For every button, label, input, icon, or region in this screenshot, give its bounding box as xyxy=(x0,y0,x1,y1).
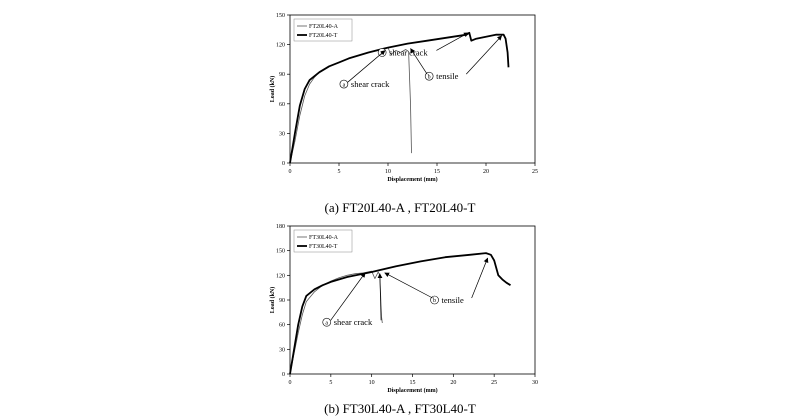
x-tick-label: 15 xyxy=(434,169,440,175)
chart-caption-b: (b) FT30L40-A , FT30L40-T xyxy=(324,401,476,416)
y-tick-label: 60 xyxy=(279,323,285,329)
x-tick-label: 20 xyxy=(483,169,489,175)
x-tick-label: 0 xyxy=(289,169,292,175)
annotation-arrow xyxy=(384,272,433,299)
chart-caption-a: (a) FT20L40-A , FT20L40-T xyxy=(324,200,476,215)
y-tick-label: 90 xyxy=(279,72,285,78)
series-line-ft20l40-a xyxy=(289,47,412,164)
series-line-ft30l40-a xyxy=(289,270,383,375)
y-tick-label: 150 xyxy=(276,249,285,255)
legend-label: FT20L40-A xyxy=(309,24,339,30)
y-tick-label: 30 xyxy=(279,131,285,137)
annotation-text: tensile xyxy=(442,295,464,305)
series-line-ft30l40-t xyxy=(289,252,511,375)
chart-ft30l40: 0 5 10 15 20 25 30 0 30 60 90 120 150 180 Displacement… xyxy=(269,224,538,394)
y-tick-label: 180 xyxy=(276,224,285,230)
y-tick-label: 120 xyxy=(276,273,285,279)
y-tick-label: 30 xyxy=(279,347,285,353)
x-tick-label: 10 xyxy=(369,380,375,386)
annotation-marker xyxy=(339,79,349,89)
annotation-arrow xyxy=(330,272,366,321)
annotation-arrow xyxy=(347,50,386,83)
x-axis-label: Displacement (mm) xyxy=(387,387,437,394)
x-tick-label: 0 xyxy=(289,380,292,386)
series-line-ft20l40-t xyxy=(289,31,510,164)
x-tick-label: 25 xyxy=(532,169,538,175)
annotation-marker-label: a xyxy=(325,320,328,326)
legend-label: FT30L40-A xyxy=(309,235,339,241)
annotation-arrow xyxy=(410,48,428,75)
annotation-marker xyxy=(322,317,332,327)
annotation-arrow xyxy=(377,273,383,321)
x-tick-label: 20 xyxy=(450,380,456,386)
annotation-text: tensile xyxy=(436,71,458,81)
chart-ft20l40: 0 5 10 15 20 25 0 30 60 90 120 150 Displacement (mm)… xyxy=(269,13,538,183)
annotation-marker-label: b xyxy=(433,298,436,304)
x-tick-label: 5 xyxy=(329,380,332,386)
annotation-text: shear crack xyxy=(334,317,373,327)
y-tick-label: 0 xyxy=(282,161,285,167)
y-tick-label: 60 xyxy=(279,102,285,108)
y-axis-label: Load (kN) xyxy=(269,287,276,314)
x-tick-label: 5 xyxy=(338,169,341,175)
plot-frame xyxy=(289,14,536,164)
legend-label: FT20L40-T xyxy=(309,33,338,39)
annotation-text: shear crack xyxy=(351,79,390,89)
legend-label: FT30L40-T xyxy=(309,244,338,250)
x-tick-label: 25 xyxy=(491,380,497,386)
y-tick-label: 120 xyxy=(276,43,285,49)
y-tick-label: 90 xyxy=(279,298,285,304)
x-axis-label: Displacement (mm) xyxy=(387,176,437,183)
annotation-marker-label: b xyxy=(428,74,431,80)
legend-box xyxy=(293,229,353,253)
annotation-arrow xyxy=(471,257,489,299)
y-axis-label: Load (kN) xyxy=(269,76,276,103)
legend-box xyxy=(293,18,353,42)
x-tick-label: 15 xyxy=(410,380,416,386)
annotation-arrow xyxy=(466,35,503,75)
annotation-arrow xyxy=(436,32,469,51)
annotation-text: shear crack xyxy=(389,47,428,57)
y-tick-label: 150 xyxy=(276,13,285,19)
y-tick-label: 0 xyxy=(282,372,285,378)
x-tick-label: 30 xyxy=(532,380,538,386)
x-tick-label: 10 xyxy=(385,169,391,175)
annotation-marker-label: a xyxy=(343,82,346,88)
